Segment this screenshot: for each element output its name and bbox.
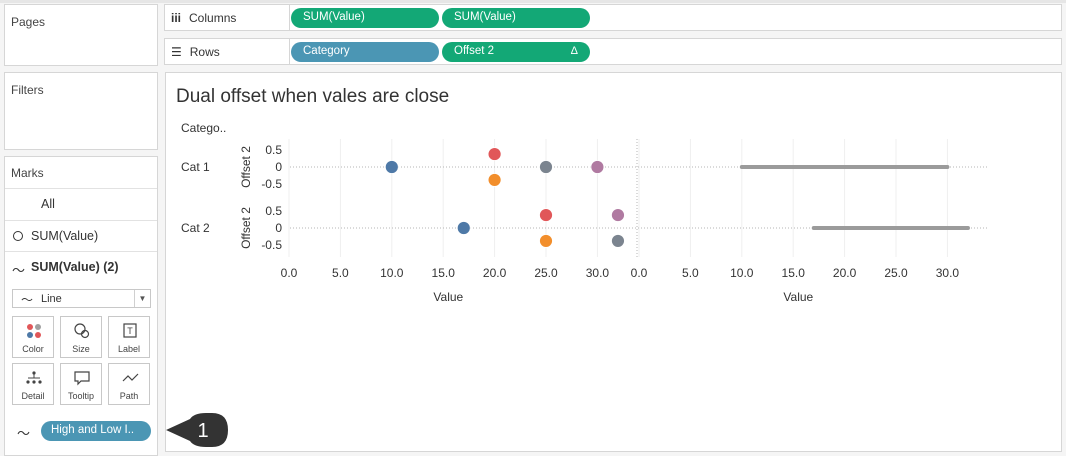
scatter-dot: [539, 160, 553, 174]
color-button[interactable]: Color: [12, 316, 54, 358]
mark-type-dropdown[interactable]: 〜 Line ▼: [12, 289, 151, 308]
marks-card-label: SUM(Value) (2): [31, 260, 119, 274]
row-label: Cat 2: [181, 221, 210, 235]
x-tick-label: 30.0: [936, 266, 960, 280]
tooltip-icon: [74, 371, 90, 386]
scatter-dot: [384, 160, 399, 174]
scatter-dot: [539, 234, 553, 248]
detail-button[interactable]: Detail: [12, 363, 54, 405]
shelf-divider: [289, 5, 290, 30]
y-tick-label: -0.5: [261, 177, 282, 191]
columns-icon: iii: [171, 11, 182, 25]
view-card: Dual offset when vales are close Catego.…: [165, 72, 1062, 452]
x-tick-label: 5.0: [332, 266, 349, 280]
shelf-divider: [289, 39, 290, 64]
circle-mark-icon: [13, 231, 23, 241]
svg-text:T: T: [127, 326, 133, 336]
x-tick-label: 20.0: [833, 266, 857, 280]
columns-pill-sum-value[interactable]: SUM(Value): [291, 8, 439, 28]
callout-number: 1: [197, 420, 208, 442]
scatter-dot: [590, 160, 605, 174]
size-label: Size: [72, 344, 90, 354]
marks-all-tab[interactable]: All: [5, 188, 157, 219]
rows-icon: ☰: [171, 45, 182, 59]
path-button[interactable]: Path: [108, 363, 150, 405]
scatter-dot: [487, 173, 502, 187]
filters-title: Filters: [11, 83, 44, 97]
x-tick-label: 15.0: [782, 266, 806, 280]
label-label: Label: [117, 344, 141, 354]
x-tick-label: 25.0: [534, 266, 558, 280]
scatter-dot: [539, 208, 553, 222]
chevron-down-icon: ▼: [134, 290, 150, 307]
detail-icon: [26, 371, 42, 384]
filters-card[interactable]: Filters: [4, 72, 158, 150]
tooltip-label: Tooltip: [67, 391, 94, 401]
scatter-dot: [487, 147, 502, 161]
mark-type-label: Line: [41, 293, 62, 305]
tooltip-button[interactable]: Tooltip: [60, 363, 102, 405]
size-icon: [74, 323, 90, 339]
scatter-dot: [611, 208, 625, 222]
columns-shelf[interactable]: iii Columns SUM(Value) SUM(Value): [164, 4, 1062, 31]
pages-card[interactable]: Pages: [4, 4, 158, 66]
y-tick-label: 0: [275, 160, 282, 174]
x-axis-label: Value: [433, 290, 463, 304]
row-header-category[interactable]: Catego..: [181, 121, 227, 135]
x-tick-label: 10.0: [380, 266, 404, 280]
y-tick-label: -0.5: [261, 238, 282, 252]
path-field-icon: 〜: [17, 426, 31, 441]
path-icon: [122, 373, 139, 382]
x-tick-label: 20.0: [483, 266, 507, 280]
scatter-dot: [611, 234, 625, 248]
marks-card-label: SUM(Value): [31, 229, 99, 243]
color-label: Color: [22, 344, 44, 354]
text-icon: T: [123, 323, 137, 338]
columns-label-text: Columns: [189, 11, 237, 25]
marks-card: Marks All SUM(Value) 〜 SUM(Value) (2) 〜 …: [4, 156, 158, 456]
view-title: Dual offset when vales are close: [176, 86, 450, 107]
rows-label-text: Rows: [189, 45, 220, 59]
x-axis-label: Value: [783, 290, 813, 304]
x-tick-label: 0.0: [631, 266, 648, 280]
x-tick-label: 30.0: [586, 266, 610, 280]
marks-card-sum-value-2[interactable]: 〜 SUM(Value) (2): [5, 251, 157, 282]
line-mark-icon: 〜: [12, 263, 26, 278]
delta-icon: Δ: [570, 45, 578, 57]
size-button[interactable]: Size: [60, 316, 102, 358]
detail-label: Detail: [21, 391, 45, 401]
rows-pill-offset-2[interactable]: Offset 2 Δ: [442, 42, 590, 62]
x-tick-label: 25.0: [884, 266, 908, 280]
x-tick-label: 10.0: [730, 266, 754, 280]
scatter-dot: [456, 221, 471, 235]
y-axis-label: Offset 2: [239, 146, 253, 188]
pages-title: Pages: [11, 15, 46, 29]
y-tick-label: 0: [275, 221, 282, 235]
marks-all-label: All: [41, 197, 55, 211]
columns-shelf-label: iii Columns: [171, 11, 236, 25]
line-mark-icon: 〜: [21, 293, 34, 307]
marks-card-sum-value[interactable]: SUM(Value): [5, 220, 157, 251]
columns-pill-sum-value-2[interactable]: SUM(Value): [442, 8, 590, 28]
top-strip: [0, 0, 1066, 3]
label-button[interactable]: T Label: [108, 316, 150, 358]
y-axis-label: Offset 2: [239, 207, 253, 249]
rows-pill-offset-label: Offset 2: [454, 45, 495, 57]
y-tick-label: 0.5: [265, 204, 282, 218]
chart-canvas[interactable]: Cat 1 Offset 2 0.5 0 -0.5 Cat 2 Offset 2 0.5 0 -0…: [166, 73, 1061, 451]
rows-shelf[interactable]: ☰ Rows Category Offset 2 Δ: [164, 38, 1062, 65]
rows-pill-category[interactable]: Category: [291, 42, 439, 62]
annotation-callout: 1: [166, 413, 228, 447]
marks-title: Marks: [11, 166, 44, 180]
x-tick-label: 0.0: [281, 266, 298, 280]
x-tick-label: 15.0: [432, 266, 456, 280]
color-icon: [27, 324, 41, 338]
path-label: Path: [119, 391, 139, 401]
row-label: Cat 1: [181, 160, 210, 174]
path-field-pill[interactable]: High and Low I..: [41, 421, 151, 441]
x-tick-label: 5.0: [682, 266, 699, 280]
rows-shelf-label: ☰ Rows: [171, 45, 220, 59]
y-tick-label: 0.5: [265, 143, 282, 157]
